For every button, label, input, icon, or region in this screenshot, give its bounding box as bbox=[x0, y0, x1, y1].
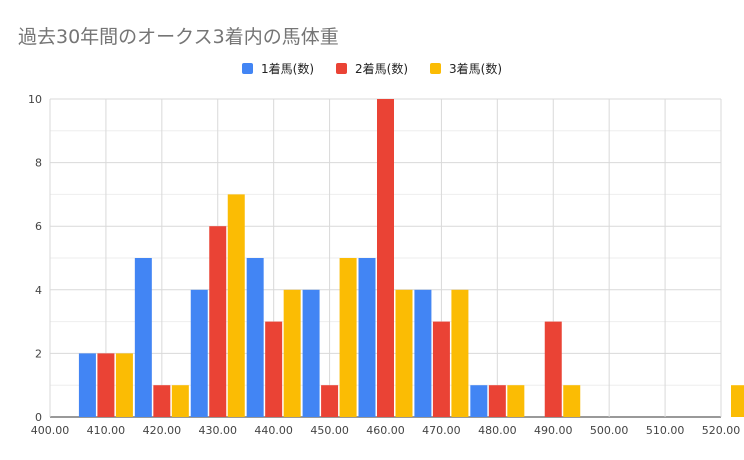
x-tick-label: 520.00 bbox=[702, 424, 741, 437]
bar-series-3-450 bbox=[339, 258, 357, 417]
legend-swatch-series-3 bbox=[430, 63, 441, 74]
bar-series-3-480 bbox=[507, 385, 525, 417]
bar-series-1-470 bbox=[414, 289, 432, 417]
chart-title: 過去30年間のオークス3着内の馬体重 bbox=[18, 26, 339, 48]
bar-series-3-520 bbox=[731, 385, 744, 417]
bar-series-3-460 bbox=[395, 289, 413, 417]
legend-label-series-3: 3着馬(数) bbox=[449, 62, 502, 76]
bar-series-2-460 bbox=[377, 99, 394, 417]
legend-swatch-series-2 bbox=[336, 63, 347, 74]
bar-series-1-430 bbox=[190, 289, 208, 417]
bar-series-3-410 bbox=[115, 353, 133, 417]
bar-series-3-440 bbox=[283, 289, 301, 417]
legend-item-series-1[interactable]: 1着馬(数) bbox=[242, 60, 314, 77]
x-tick-label: 410.00 bbox=[87, 424, 126, 437]
legend-swatch-series-1 bbox=[242, 63, 253, 74]
bar-series-1-410 bbox=[78, 353, 96, 417]
bar-series-1-450 bbox=[302, 289, 320, 417]
bar-series-2-450 bbox=[321, 385, 339, 417]
bar-series-1-460 bbox=[358, 258, 376, 417]
bar-series-1-480 bbox=[470, 385, 488, 417]
x-tick-label: 450.00 bbox=[310, 424, 349, 437]
y-tick-label: 10 bbox=[28, 93, 42, 106]
x-tick-label: 500.00 bbox=[590, 424, 629, 437]
x-tick-label: 490.00 bbox=[534, 424, 573, 437]
y-tick-label: 8 bbox=[35, 157, 42, 170]
y-tick-label: 2 bbox=[35, 347, 42, 360]
bar-series-2-430 bbox=[209, 226, 227, 417]
bar-series-3-430 bbox=[227, 194, 245, 417]
legend-item-series-2[interactable]: 2着馬(数) bbox=[336, 60, 408, 77]
legend-item-series-3[interactable]: 3着馬(数) bbox=[430, 60, 502, 77]
legend-label-series-2: 2着馬(数) bbox=[355, 62, 408, 76]
y-tick-label: 6 bbox=[35, 220, 42, 233]
legend-label-series-1: 1着馬(数) bbox=[261, 62, 314, 76]
y-tick-label: 0 bbox=[35, 411, 42, 424]
y-tick-label: 4 bbox=[35, 284, 42, 297]
bar-series-3-470 bbox=[451, 289, 469, 417]
x-tick-label: 440.00 bbox=[254, 424, 293, 437]
bar-series-2-480 bbox=[488, 385, 506, 417]
x-tick-label: 510.00 bbox=[646, 424, 685, 437]
x-tick-label: 480.00 bbox=[478, 424, 517, 437]
bar-series-3-490 bbox=[563, 385, 581, 417]
bar-series-2-440 bbox=[265, 321, 283, 417]
bar-series-1-440 bbox=[246, 258, 264, 417]
x-tick-label: 400.00 bbox=[31, 424, 70, 437]
bar-series-2-490 bbox=[544, 321, 562, 417]
bar-series-2-420 bbox=[153, 385, 171, 417]
x-tick-label: 470.00 bbox=[422, 424, 461, 437]
bar-series-2-470 bbox=[432, 321, 450, 417]
x-tick-label: 420.00 bbox=[143, 424, 182, 437]
bar-series-1-420 bbox=[134, 258, 152, 417]
bar-series-3-420 bbox=[171, 385, 189, 417]
legend: 1着馬(数) 2着馬(数) 3着馬(数) bbox=[0, 60, 744, 77]
x-tick-label: 430.00 bbox=[199, 424, 238, 437]
bar-series-2-410 bbox=[97, 353, 115, 417]
x-tick-label: 460.00 bbox=[366, 424, 405, 437]
